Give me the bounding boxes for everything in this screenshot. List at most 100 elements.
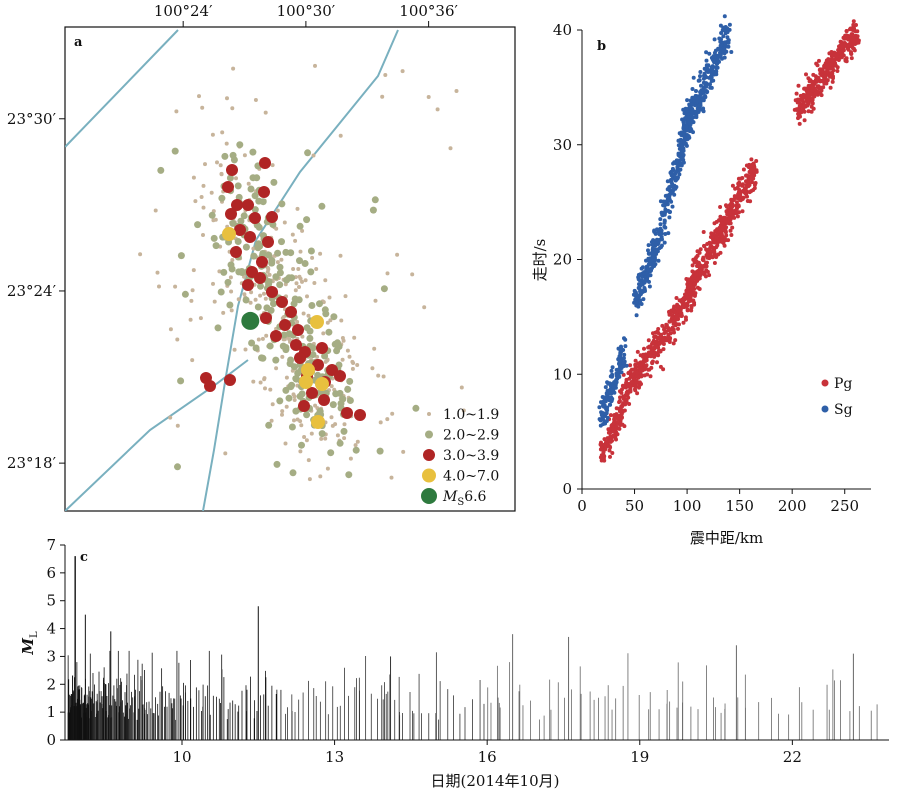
magnitude-1-point — [461, 408, 466, 413]
magnitude-1-point — [307, 477, 312, 482]
legend-label: 2.0~2.9 — [443, 428, 499, 444]
magnitude-1-point — [329, 384, 334, 389]
magnitude-1-point — [210, 132, 215, 137]
pg-point — [806, 109, 811, 114]
sg-point — [712, 50, 717, 55]
pg-point — [794, 107, 799, 112]
magnitude-1-point — [279, 257, 284, 262]
magnitude-1-point — [348, 456, 353, 461]
magnitude-1-point — [303, 278, 308, 283]
sg-point — [647, 284, 652, 289]
sg-point — [719, 31, 724, 35]
pg-point — [639, 382, 643, 386]
sg-point — [707, 75, 712, 80]
magnitude-1-point — [318, 251, 323, 256]
magnitude-1-point — [274, 366, 279, 371]
pg-point — [710, 245, 715, 250]
sg-point — [609, 395, 614, 400]
sg-point — [616, 374, 621, 378]
sg-point — [670, 166, 675, 171]
pg-point — [812, 94, 817, 99]
pg-point — [689, 283, 693, 288]
magnitude-2-point — [266, 342, 274, 350]
pg-point — [676, 326, 680, 331]
pg-point — [598, 455, 603, 460]
magnitude-2-point — [247, 185, 255, 193]
magnitude-3-point — [266, 211, 278, 223]
magnitude-1-point — [454, 89, 459, 93]
pg-point — [750, 173, 755, 178]
magnitude-1-point — [203, 162, 207, 167]
magnitude-2-point — [255, 197, 263, 205]
pg-point — [692, 281, 697, 286]
pg-point — [658, 336, 662, 341]
sg-point — [601, 395, 606, 400]
legend-marker — [423, 449, 435, 461]
sg-point — [662, 218, 667, 223]
pg-point — [748, 199, 753, 204]
pg-point — [851, 41, 856, 46]
magnitude-3-point — [341, 407, 353, 419]
y-axis-title-main: M — [19, 638, 37, 656]
x-tick-label: 100°24′ — [154, 2, 213, 20]
pg-point — [620, 383, 625, 388]
pg-point — [646, 338, 651, 343]
magnitude-1-point — [296, 267, 301, 271]
magnitude-2-point — [307, 247, 315, 255]
magnitude-2-point — [308, 302, 316, 309]
pg-point — [740, 209, 745, 214]
pg-point — [712, 221, 717, 226]
pg-point — [633, 358, 638, 363]
sg-point — [711, 58, 716, 63]
magnitude-2-point — [251, 206, 259, 214]
magnitude-1-point — [200, 105, 205, 110]
panel-c-magnitude-time: c 0 1 2 3 4 5 6 7 10 13 16 19 22 日期(2014年10月) ML — [19, 536, 889, 790]
pg-point — [718, 214, 723, 219]
magnitude-1-point — [201, 233, 205, 237]
magnitude-3-point — [234, 224, 246, 236]
y-tick-label: 3 — [46, 647, 56, 665]
magnitude-1-point — [310, 255, 315, 260]
x-tick-label: 50 — [625, 497, 644, 515]
y-axis-title: ML — [19, 631, 40, 656]
pg-point — [712, 238, 717, 243]
magnitude-1-point — [426, 95, 431, 99]
magnitude-1-point — [209, 190, 214, 195]
x-tick-label: 100°36′ — [399, 2, 458, 20]
magnitude-1-point — [258, 293, 263, 298]
magnitude-4-point — [301, 363, 315, 377]
magnitude-1-point — [153, 208, 158, 213]
sg-point — [687, 135, 692, 140]
pg-point — [802, 86, 807, 91]
pg-point — [703, 274, 708, 279]
magnitude-1-point — [246, 181, 251, 186]
magnitude-2-point — [268, 257, 276, 264]
magnitude-3-point — [254, 272, 266, 284]
magnitude-2-point — [321, 352, 329, 360]
pg-point — [619, 408, 624, 413]
magnitude-1-point — [329, 415, 334, 420]
magnitude-3-point — [298, 400, 310, 412]
magnitude-1-point — [395, 252, 400, 257]
magnitude-3-point — [292, 324, 304, 336]
magnitude-1-point — [262, 291, 266, 296]
magnitude-1-point — [211, 281, 215, 286]
pg-point — [617, 400, 622, 405]
magnitude-2-point — [334, 339, 341, 347]
y-tick-label: 23°24′ — [7, 282, 57, 300]
pg-point — [621, 372, 626, 377]
magnitude-1-point — [275, 260, 280, 265]
pg-point — [711, 232, 716, 237]
sg-point — [710, 69, 715, 74]
y-axis-title-sub: L — [29, 631, 40, 638]
pg-point — [811, 106, 816, 111]
magnitude-1-point — [300, 279, 304, 284]
sg-point — [705, 67, 710, 72]
pg-point — [851, 22, 856, 27]
pg-point — [681, 296, 686, 301]
magnitude-3-point — [256, 256, 268, 268]
pg-point — [794, 91, 799, 96]
magnitude-2-point — [236, 141, 244, 149]
x-axis-title: 日期(2014年10月) — [431, 772, 560, 790]
magnitude-3-point — [224, 374, 236, 386]
